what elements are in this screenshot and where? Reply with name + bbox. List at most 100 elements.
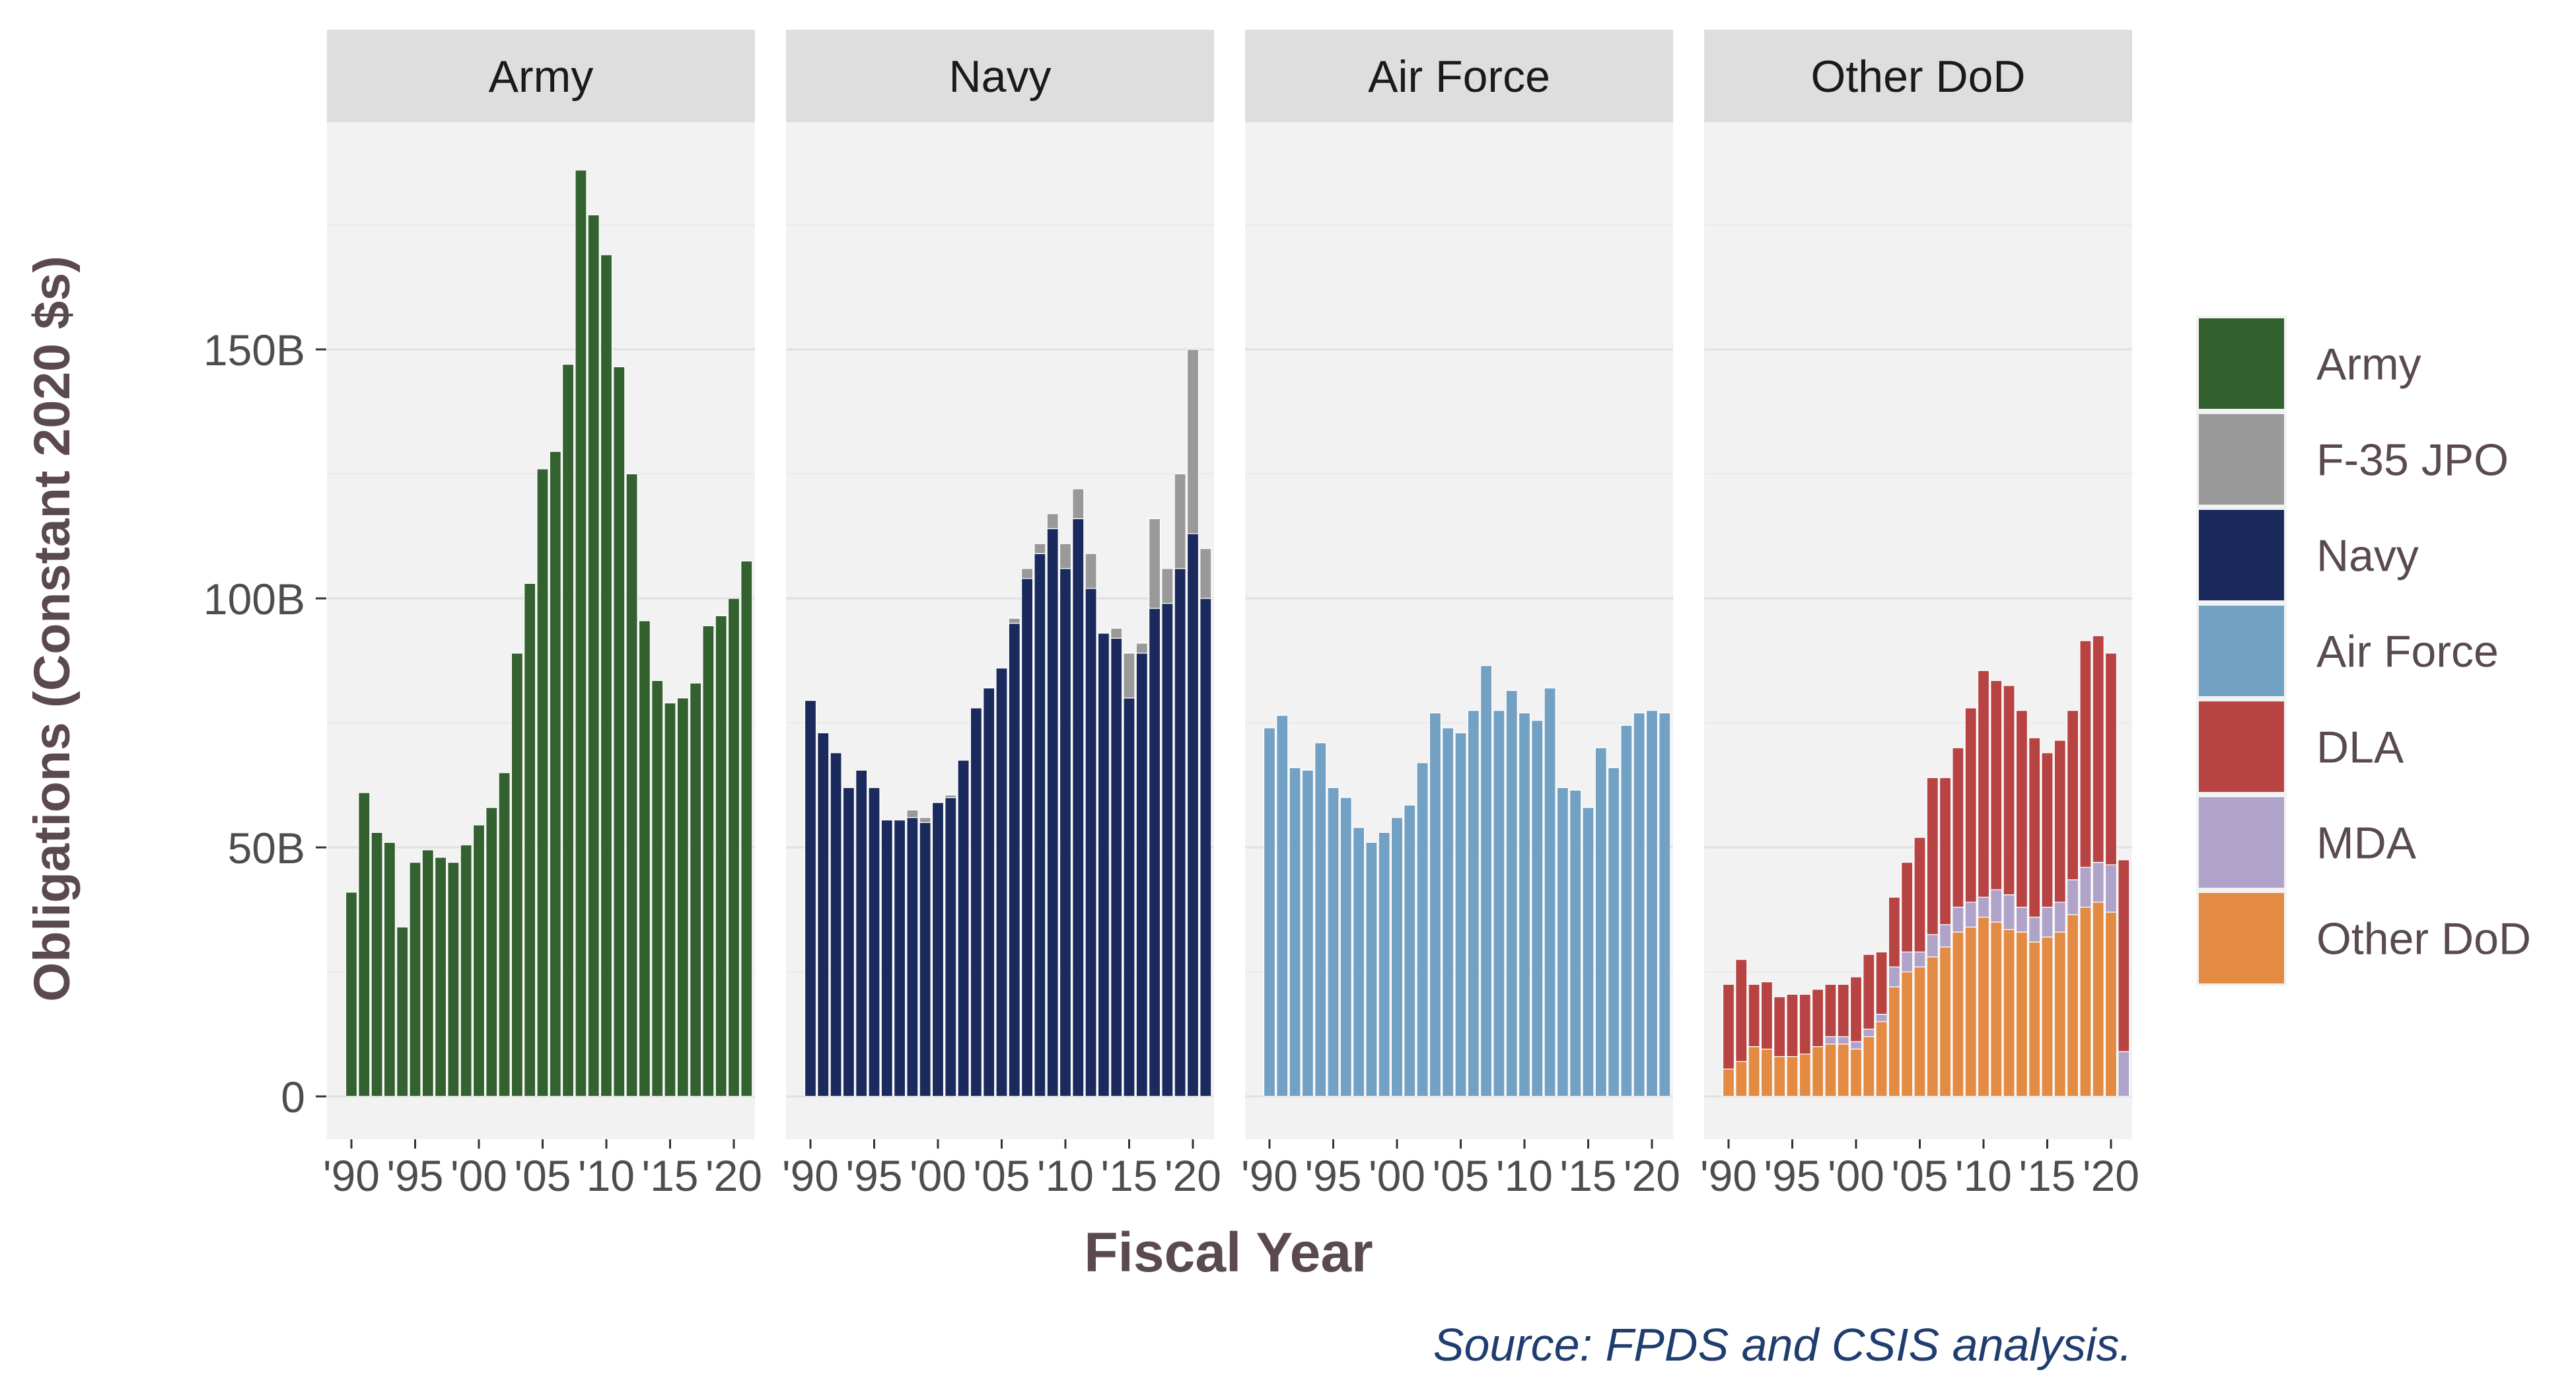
x-tick-label: '95 xyxy=(845,1151,902,1200)
bar-other-dod-1990 xyxy=(1722,1068,1735,1097)
bar-other-dod-2010 xyxy=(1977,916,1990,1097)
bar-f-35-jpo-2006 xyxy=(1008,618,1020,624)
bar-air-force-2002 xyxy=(1416,762,1429,1097)
x-tick-label: '90 xyxy=(782,1151,839,1200)
bar-air-force-2021 xyxy=(1659,712,1671,1097)
bar-other-dod-1997 xyxy=(1812,1046,1824,1097)
bar-other-dod-2014 xyxy=(2028,941,2041,1097)
bar-army-1992 xyxy=(371,832,383,1097)
bar-other-dod-2004 xyxy=(1901,971,1914,1097)
bar-f-35-jpo-2017 xyxy=(1148,518,1161,609)
bar-navy-1999 xyxy=(919,822,931,1097)
bar-air-force-1994 xyxy=(1314,742,1327,1097)
bar-air-force-1991 xyxy=(1276,715,1289,1097)
bar-dla-2005 xyxy=(1914,837,1926,952)
bar-navy-1997 xyxy=(893,819,906,1097)
legend-label: Navy xyxy=(2316,531,2419,581)
bar-navy-1990 xyxy=(804,699,817,1097)
bar-mda-2012 xyxy=(2003,894,2015,931)
bar-dla-2017 xyxy=(2067,710,2079,880)
legend-label: Army xyxy=(2316,339,2421,390)
bar-air-force-1995 xyxy=(1327,787,1340,1097)
bar-army-2014 xyxy=(651,680,664,1097)
bar-f-35-jpo-2009 xyxy=(1046,513,1059,530)
bar-army-2017 xyxy=(689,682,702,1097)
x-tick-label: '15 xyxy=(1100,1151,1157,1200)
bar-dla-2007 xyxy=(1939,777,1952,925)
bar-army-1993 xyxy=(383,841,396,1097)
bar-dla-1997 xyxy=(1812,989,1824,1048)
bar-other-dod-2009 xyxy=(1964,927,1977,1097)
bar-army-2010 xyxy=(600,254,613,1097)
bar-dla-2001 xyxy=(1863,954,1875,1030)
bar-mda-2013 xyxy=(2015,906,2028,933)
bar-army-2007 xyxy=(561,364,575,1097)
bar-other-dod-2017 xyxy=(2067,914,2079,1097)
bar-army-2004 xyxy=(524,583,536,1097)
bar-air-force-2019 xyxy=(1633,712,1645,1097)
y-tick-label: 100B xyxy=(203,575,305,623)
bar-navy-2016 xyxy=(1135,653,1148,1097)
bar-other-dod-1994 xyxy=(1773,1056,1786,1097)
bar-air-force-1990 xyxy=(1263,727,1276,1097)
y-axis-title: Obligations (Constant 2020 $s) xyxy=(24,256,81,1002)
bar-other-dod-1991 xyxy=(1735,1061,1748,1097)
bar-dla-1999 xyxy=(1837,983,1849,1038)
legend-item-other-dod: Other DoD xyxy=(2196,890,2531,986)
bar-air-force-2018 xyxy=(1620,725,1633,1097)
bar-f-35-jpo-2016 xyxy=(1135,643,1148,654)
legend-swatch xyxy=(2199,797,2284,888)
bar-other-dod-2016 xyxy=(2054,931,2066,1097)
x-tick-label: '00 xyxy=(1828,1151,1884,1200)
bar-air-force-2004 xyxy=(1442,727,1454,1097)
x-tick-label: '20 xyxy=(1164,1151,1221,1200)
bar-army-2005 xyxy=(536,468,549,1097)
bars xyxy=(1263,665,1671,1097)
bar-air-force-2020 xyxy=(1645,710,1659,1097)
bar-army-2001 xyxy=(485,807,498,1097)
bar-other-dod-2015 xyxy=(2041,937,2054,1097)
bar-mda-2021 xyxy=(2118,1051,2130,1097)
bar-air-force-2008 xyxy=(1493,710,1505,1097)
x-tick-label: '20 xyxy=(2083,1151,2139,1200)
bar-dla-2019 xyxy=(2092,635,2104,863)
facet-panel-army: Army '90'95'00'05'10'15'20 xyxy=(323,30,762,1200)
facet-panel-air-force: Air Force '90'95'00'05'10'15'20 xyxy=(1241,30,1680,1200)
bar-air-force-2010 xyxy=(1518,712,1531,1097)
bar-army-1996 xyxy=(421,849,434,1097)
bar-mda-2001 xyxy=(1863,1028,1875,1038)
bar-other-dod-2007 xyxy=(1939,946,1952,1097)
bar-other-dod-2018 xyxy=(2079,906,2092,1097)
bar-navy-1996 xyxy=(880,819,893,1097)
legend-label: F-35 JPO xyxy=(2316,435,2509,485)
bar-air-force-2011 xyxy=(1531,720,1544,1097)
bar-army-1991 xyxy=(358,792,371,1097)
bar-army-2011 xyxy=(613,366,626,1097)
legend-label: DLA xyxy=(2316,723,2404,773)
facet-panel-other-dod: Other DoD '90'95'00'05'10'15'20 xyxy=(1700,30,2139,1200)
bar-dla-2008 xyxy=(1952,747,1964,908)
bar-navy-2014 xyxy=(1110,637,1123,1097)
x-axis-title: Fiscal Year xyxy=(1084,1221,1373,1283)
legend-item-navy: Navy xyxy=(2196,507,2419,603)
x-tick-label: '05 xyxy=(1891,1151,1948,1200)
bar-mda-2000 xyxy=(1849,1041,1863,1049)
bar-other-dod-2020 xyxy=(2104,911,2118,1097)
bar-dla-2004 xyxy=(1901,862,1914,952)
bar-dla-1990 xyxy=(1722,983,1735,1070)
facet-strip-label: Other DoD xyxy=(1811,52,2026,102)
bar-navy-1994 xyxy=(855,769,868,1097)
bar-f-35-jpo-2018 xyxy=(1161,568,1174,604)
x-tick-label: '05 xyxy=(973,1151,1030,1200)
y-tick-label: 50B xyxy=(228,824,305,872)
bar-f-35-jpo-2010 xyxy=(1059,543,1072,569)
bar-army-2006 xyxy=(549,450,561,1097)
legend-swatch xyxy=(2199,701,2284,792)
bar-army-2012 xyxy=(626,473,638,1097)
x-tick-label: '10 xyxy=(1037,1151,1094,1200)
bar-navy-2015 xyxy=(1123,697,1135,1097)
x-tick-label: '90 xyxy=(323,1151,380,1200)
x-tick-label: '90 xyxy=(1241,1151,1298,1200)
bar-army-1999 xyxy=(460,844,472,1097)
bar-air-force-2013 xyxy=(1556,787,1569,1097)
